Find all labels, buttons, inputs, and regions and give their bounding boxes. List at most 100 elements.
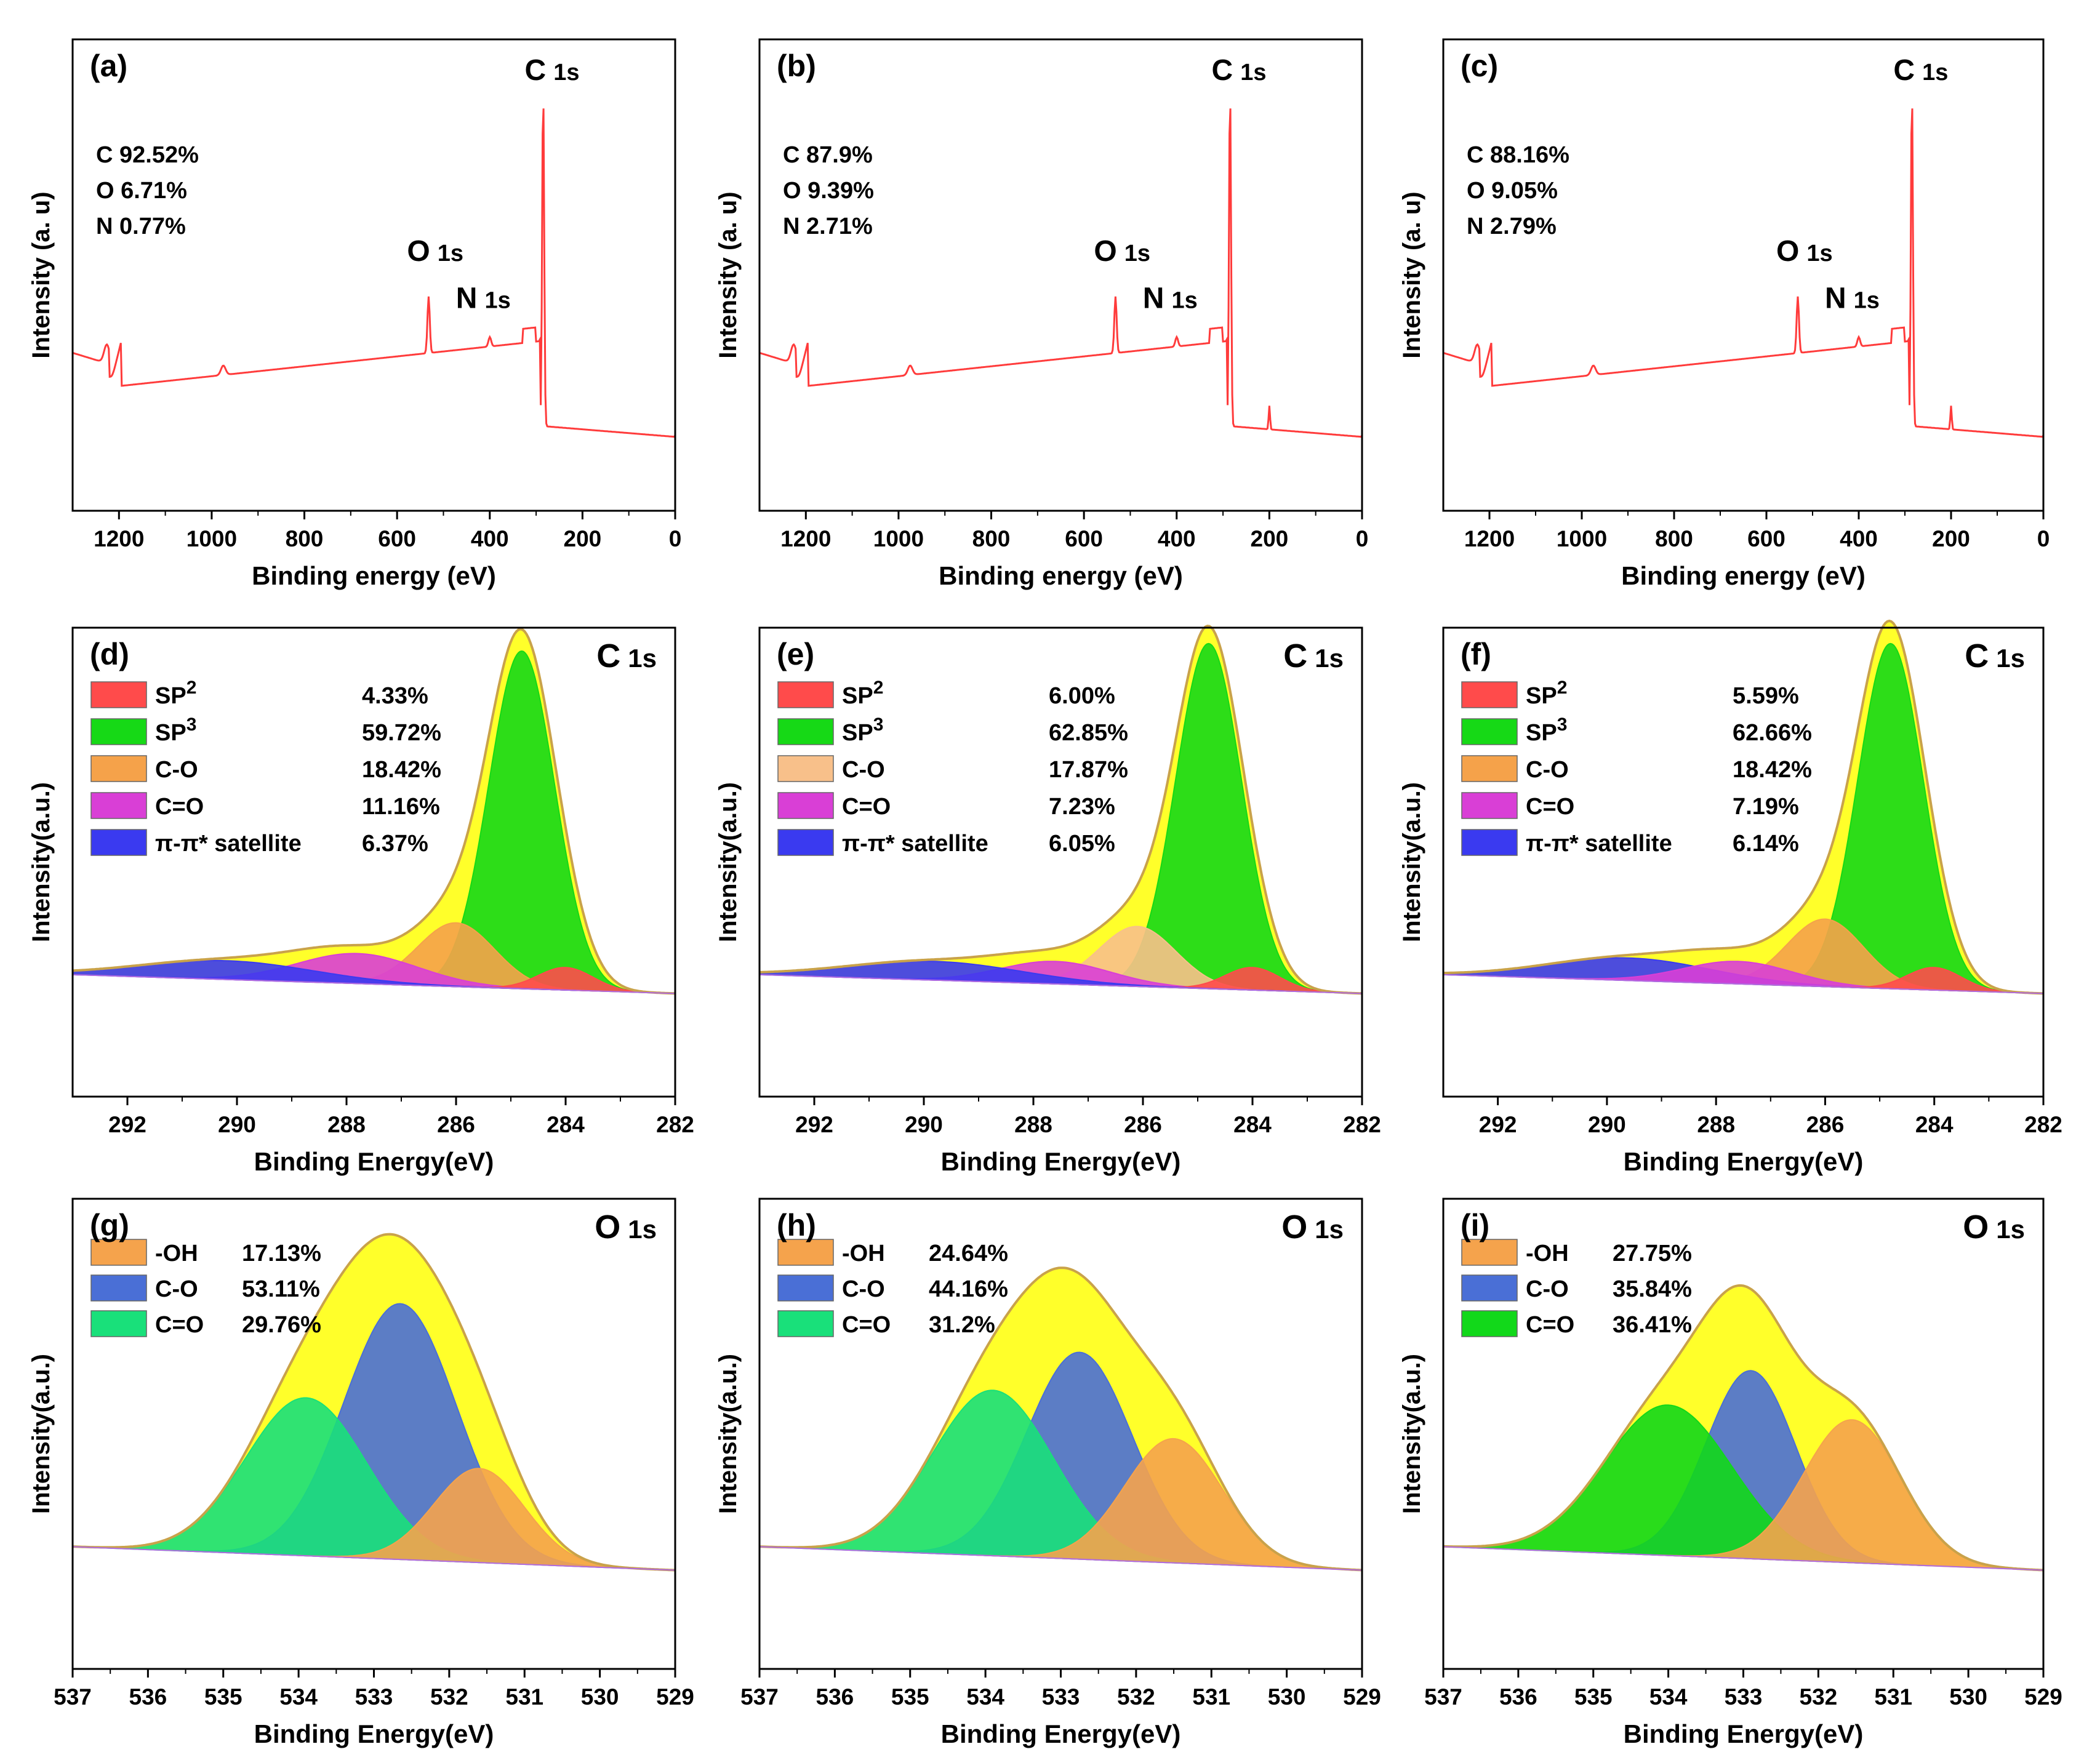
y-axis-label: Intensity (a. u) <box>1398 191 1425 358</box>
legend-value: 7.23% <box>1049 794 1115 820</box>
legend-label: π-π* satellite <box>155 831 302 857</box>
survey-spectrum-line <box>759 108 1363 438</box>
x-tick-label: 1000 <box>1557 526 1607 551</box>
axes-frame <box>1442 626 2045 1098</box>
x-tick-label: 530 <box>581 1684 619 1710</box>
composition-line: N 2.71% <box>783 214 873 239</box>
legend-swatch <box>777 792 834 819</box>
legend-value: 6.05% <box>1049 831 1115 857</box>
core-level-label: C 1s <box>596 638 657 674</box>
x-tick-label: 1000 <box>873 526 924 551</box>
x-tick-label: 290 <box>218 1112 256 1137</box>
legend: -OH 17.13% C-O 53.11% C=O 29.76% <box>90 1239 321 1338</box>
envelope-line <box>72 628 676 995</box>
core-level-label: O 1s <box>1963 1209 2025 1246</box>
legend-value: 36.41% <box>1613 1312 1692 1338</box>
x-tick-label: 282 <box>1343 1112 1381 1137</box>
x-tick-label: 292 <box>795 1112 833 1137</box>
legend-value: 24.64% <box>929 1241 1008 1266</box>
legend-label: C-O <box>842 1276 885 1302</box>
x-tick-label: 0 <box>2037 526 2050 551</box>
x-tick-label: 529 <box>2024 1684 2062 1710</box>
x-tick-label: 600 <box>1747 526 1785 551</box>
x-tick-label: 532 <box>1800 1684 1838 1710</box>
x-tick-label: 0 <box>669 526 682 551</box>
panel-e: C 1s SP2 6.00% SP3 62.85% C-O 17.87% C=O 7.23% π-π… <box>715 625 1381 1176</box>
legend-swatch <box>90 718 147 745</box>
composition-line: N 2.79% <box>1467 214 1557 239</box>
legend-value: 6.37% <box>362 831 428 857</box>
x-tick-label: 400 <box>1840 526 1878 551</box>
x-tick-label: 288 <box>327 1112 366 1137</box>
peak-label-n: N 1s <box>1143 282 1198 315</box>
legend-label: SP2 <box>1526 678 1567 709</box>
legend-swatch <box>90 829 147 856</box>
composition-line: C 92.52% <box>96 142 199 168</box>
legend-label: C=O <box>155 1312 204 1338</box>
legend-label: C=O <box>842 1312 891 1338</box>
legend-value: 11.16% <box>362 794 440 820</box>
x-tick-label: 290 <box>1588 1112 1626 1137</box>
legend-value: 18.42% <box>362 757 441 783</box>
x-tick-label: 534 <box>966 1684 1004 1710</box>
legend-swatch <box>777 718 834 745</box>
legend: -OH 24.64% C-O 44.16% C=O 31.2% <box>777 1239 1008 1338</box>
legend-value: 62.85% <box>1049 720 1128 746</box>
legend-swatch <box>1461 681 1518 708</box>
x-tick-label: 1000 <box>186 526 237 551</box>
axes-frame <box>1442 38 2045 512</box>
envelope-line <box>72 1233 676 1572</box>
panel-g: O 1s -OH 17.13% C-O 53.11% C=O 29.76% 537 536 535 5… <box>28 1198 694 1748</box>
x-tick-label: 400 <box>471 526 509 551</box>
panel-a: C 1s O 1s N 1s C 92.52% O 6.71% N 0.77% 1200 1000 8… <box>28 38 682 590</box>
envelope-line <box>1443 619 2044 995</box>
y-axis-label: Intensity(a.u.) <box>715 1354 742 1514</box>
x-tick-label: 200 <box>1251 526 1289 551</box>
x-tick-label: 535 <box>1574 1684 1613 1710</box>
legend-label: C=O <box>842 794 891 820</box>
baseline <box>1443 974 2044 994</box>
legend-label: C-O <box>1526 757 1569 783</box>
legend-swatch <box>1461 829 1518 856</box>
x-axis-label: Binding Energy(eV) <box>1624 1147 1864 1176</box>
panel-label: (e) <box>777 637 814 671</box>
x-tick-label: 800 <box>1655 526 1693 551</box>
legend-label: -OH <box>842 1241 885 1266</box>
legend-swatch <box>777 829 834 856</box>
panel-d: C 1s SP2 4.33% SP3 59.72% C-O 18.42% C=O 11.16% π-… <box>28 626 694 1176</box>
x-tick-label: 530 <box>1949 1684 1987 1710</box>
x-tick-label: 531 <box>1192 1684 1230 1710</box>
panel-b: C 1s O 1s N 1s C 87.9% O 9.39% N 2.71% 1200 1000 80… <box>715 38 1369 590</box>
legend-value: 29.76% <box>242 1312 321 1338</box>
survey-spectrum-line <box>72 108 676 438</box>
core-level-label: O 1s <box>595 1209 657 1246</box>
legend-label: π-π* satellite <box>842 831 988 857</box>
x-tick-label: 533 <box>1042 1684 1080 1710</box>
x-tick-label: 534 <box>279 1684 318 1710</box>
x-tick-label: 282 <box>656 1112 694 1137</box>
x-tick-label: 0 <box>1356 526 1369 551</box>
x-tick-label: 600 <box>378 526 416 551</box>
x-tick-label: 535 <box>891 1684 929 1710</box>
x-tick-label: 537 <box>1424 1684 1462 1710</box>
core-level-label: C 1s <box>1965 638 2025 674</box>
axes-frame <box>758 626 1363 1098</box>
envelope-line <box>1443 1284 2044 1572</box>
x-tick-label: 286 <box>1806 1112 1845 1137</box>
legend: SP2 5.59% SP3 62.66% C-O 18.42% C=O 7.19% π-π* s… <box>1461 678 1812 857</box>
y-axis-label: Intensity(a.u.) <box>1398 1354 1425 1514</box>
legend-swatch <box>90 681 147 708</box>
legend: SP2 6.00% SP3 62.85% C-O 17.87% C=O 7.23% π-π* s… <box>777 678 1128 857</box>
x-tick-label: 534 <box>1649 1684 1688 1710</box>
legend-label: π-π* satellite <box>1526 831 1672 857</box>
legend-label: C-O <box>155 1276 198 1302</box>
legend-swatch <box>1461 1274 1518 1302</box>
x-tick-label: 200 <box>564 526 602 551</box>
peak-label-o: O 1s <box>1776 235 1833 268</box>
legend-swatch <box>90 1310 147 1337</box>
x-tick-label: 529 <box>656 1684 694 1710</box>
baseline <box>1443 1546 2044 1571</box>
legend-label: SP3 <box>155 714 196 746</box>
legend-value: 17.13% <box>242 1241 321 1266</box>
x-tick-label: 290 <box>905 1112 943 1137</box>
